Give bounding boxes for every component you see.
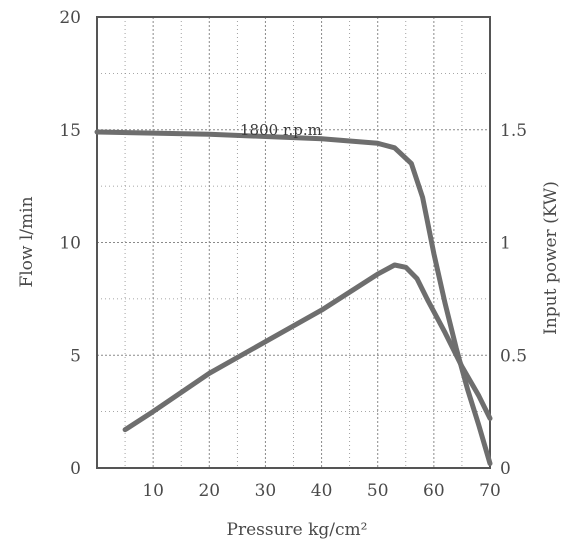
y-left-tick-label: 5 <box>70 346 81 366</box>
y-left-tick-label: 10 <box>59 234 81 254</box>
annotation-rpm: 1800 r.p.m <box>240 121 322 139</box>
series-layer <box>94 129 493 466</box>
series-flow-line <box>94 129 493 466</box>
x-axis-title: Pressure kg/cm² <box>227 520 368 540</box>
x-tick-label: 50 <box>367 481 389 501</box>
series-input-power-line <box>122 262 493 433</box>
y-axis-right-title: Input power (KW) <box>541 181 561 335</box>
y-right-tick-label: 0 <box>500 459 511 479</box>
x-tick-label: 70 <box>479 481 501 501</box>
x-tick-label: 10 <box>142 481 164 501</box>
y-left-tick-label: 0 <box>70 459 81 479</box>
y-right-tick-label: 1.5 <box>500 121 527 141</box>
y-right-tick-label: 1 <box>500 234 511 254</box>
y-left-tick-label: 20 <box>59 8 81 28</box>
plot-frame <box>96 16 491 469</box>
x-tick-label: 60 <box>423 481 445 501</box>
x-tick-label: 30 <box>255 481 277 501</box>
x-tick-label: 20 <box>198 481 220 501</box>
y-axis-left-title: Flow l/min <box>17 196 37 287</box>
x-tick-label: 40 <box>311 481 333 501</box>
y-left-tick-label: 15 <box>59 121 81 141</box>
y-right-tick-label: 0.5 <box>500 346 527 366</box>
